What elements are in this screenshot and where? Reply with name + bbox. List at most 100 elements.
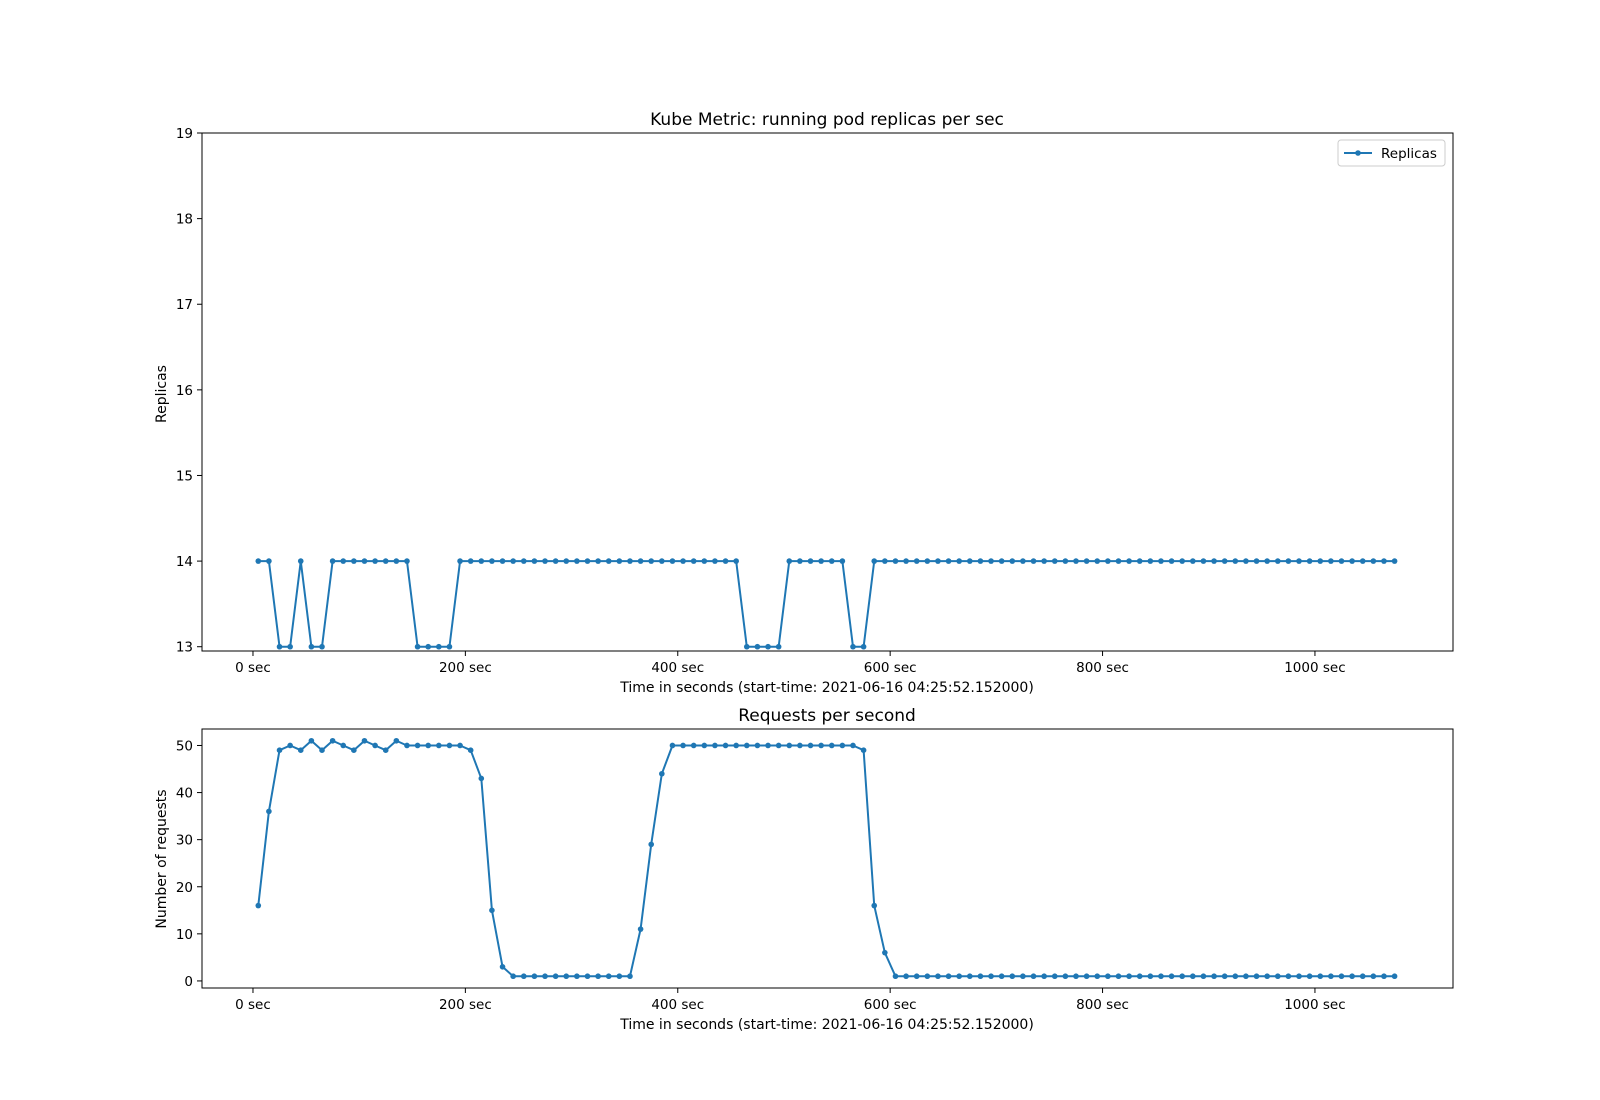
data-point	[351, 747, 357, 753]
legend: Replicas	[1337, 139, 1446, 167]
data-point	[520, 973, 527, 980]
data-point	[712, 558, 718, 564]
data-point	[1296, 558, 1302, 564]
data-point	[935, 558, 941, 564]
data-point	[988, 558, 994, 564]
data-point	[945, 973, 952, 980]
y-tick-label: 18	[176, 212, 193, 228]
data-point	[680, 742, 686, 749]
data-point	[1296, 973, 1302, 980]
data-point	[1168, 558, 1175, 564]
data-point	[1094, 558, 1101, 564]
data-point	[446, 742, 453, 749]
x-tick-label: 0 sec	[235, 997, 271, 1013]
data-point	[1253, 558, 1260, 564]
plot-area	[255, 737, 1398, 980]
data-point	[489, 907, 495, 914]
x-tick-label: 1000 sec	[1284, 997, 1345, 1013]
y-tick-label: 19	[176, 126, 193, 142]
data-point	[616, 973, 623, 980]
data-point	[361, 558, 368, 564]
data-point	[1190, 973, 1196, 980]
y-tick-label: 40	[176, 786, 193, 802]
legend-box	[1337, 139, 1446, 167]
data-point	[828, 742, 835, 749]
data-point	[361, 737, 368, 744]
x-tick-label: 1000 sec	[1284, 660, 1345, 676]
data-point	[563, 558, 570, 564]
x-tick-label: 200 sec	[439, 997, 492, 1013]
data-point	[574, 973, 580, 980]
data-point	[765, 742, 771, 749]
x-tick-label: 600 sec	[864, 660, 917, 676]
data-point	[818, 742, 824, 749]
data-point	[1264, 558, 1270, 564]
data-point	[382, 747, 389, 753]
data-point	[775, 742, 782, 749]
x-tick-label: 800 sec	[1076, 660, 1129, 676]
data-point	[1359, 558, 1366, 564]
data-point	[574, 558, 580, 564]
y-tick-label: 16	[176, 383, 193, 399]
data-point	[1020, 973, 1026, 980]
data-point	[956, 973, 962, 980]
data-point	[690, 742, 697, 749]
data-point	[1136, 973, 1143, 980]
data-point	[1115, 973, 1122, 980]
data-point	[489, 558, 495, 564]
data-point	[892, 973, 899, 980]
data-point	[457, 742, 463, 749]
data-point	[998, 558, 1005, 564]
data-point	[1094, 973, 1101, 980]
data-point	[648, 841, 655, 848]
data-point	[382, 558, 389, 564]
data-point	[1051, 973, 1058, 980]
y-tick-label: 15	[176, 468, 193, 484]
data-point	[1009, 558, 1016, 564]
data-point	[1338, 973, 1345, 980]
data-point	[722, 558, 729, 564]
data-point	[828, 558, 835, 564]
data-point	[786, 742, 793, 749]
data-point	[1243, 973, 1249, 980]
data-point	[850, 742, 856, 749]
data-point	[1232, 973, 1239, 980]
data-point	[775, 643, 782, 650]
data-point	[977, 558, 984, 564]
data-point	[1062, 558, 1069, 564]
data-point	[733, 742, 739, 749]
data-point	[648, 558, 655, 564]
data-point	[467, 747, 474, 753]
y-tick-label: 17	[176, 297, 193, 313]
data-point	[871, 558, 878, 564]
chart-title: Kube Metric: running pod replicas per se…	[650, 110, 1004, 130]
data-point	[743, 742, 750, 749]
data-point	[510, 558, 516, 564]
data-point	[1243, 558, 1249, 564]
y-axis-label: Replicas	[154, 365, 170, 423]
data-point	[627, 558, 633, 564]
data-point	[1158, 558, 1164, 564]
data-point	[733, 558, 739, 564]
x-axis-label: Time in seconds (start-time: 2021-06-16 …	[619, 680, 1034, 696]
data-point	[924, 558, 931, 564]
data-point	[1338, 558, 1345, 564]
data-point	[754, 643, 761, 650]
data-point	[255, 558, 262, 564]
data-point	[1126, 973, 1132, 980]
data-point	[1009, 973, 1016, 980]
data-point	[404, 558, 410, 564]
data-point	[319, 643, 325, 650]
legend-marker-swatch	[1355, 150, 1361, 156]
data-point	[1381, 558, 1387, 564]
data-point	[595, 558, 601, 564]
data-point	[1381, 973, 1387, 980]
data-point	[935, 973, 941, 980]
data-point	[669, 558, 676, 564]
series-line	[258, 560, 1395, 648]
data-point	[1030, 558, 1037, 564]
data-point	[266, 558, 272, 564]
data-point	[1221, 973, 1228, 980]
data-point	[1232, 558, 1239, 564]
data-point	[1370, 973, 1377, 980]
